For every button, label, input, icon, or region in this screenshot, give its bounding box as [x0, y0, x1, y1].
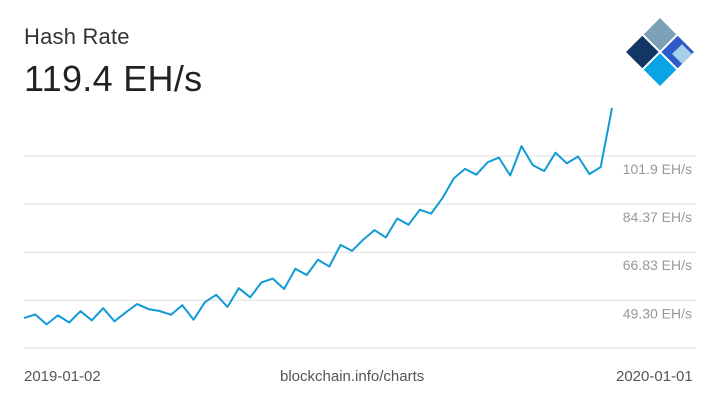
y-tick-label: 49.30 EH/s [623, 305, 692, 321]
logo-square-bottom [643, 53, 677, 86]
logo-square-top [643, 18, 677, 51]
current-hash-rate-value: 119.4 EH/s [24, 58, 203, 99]
hash-rate-series-line [23, 107, 613, 326]
x-axis-start-date: 2019-01-02 [24, 368, 101, 385]
blockchain-logo-icon [626, 18, 694, 86]
y-tick-label: 66.83 EH/s [623, 257, 692, 273]
x-axis-end-date: 2020-01-01 [616, 368, 693, 385]
logo-square-left [626, 35, 659, 69]
y-tick-label: 84.37 EH/s [623, 209, 692, 225]
grid-lines [24, 155, 696, 349]
source-link[interactable]: blockchain.info/charts [280, 368, 425, 385]
y-tick-label: 101.9 EH/s [623, 161, 692, 177]
chart-title: Hash Rate [24, 24, 130, 49]
y-axis-tick-labels: 49.30 EH/s 66.83 EH/s 84.37 EH/s 101.9 EH/s [623, 161, 692, 321]
